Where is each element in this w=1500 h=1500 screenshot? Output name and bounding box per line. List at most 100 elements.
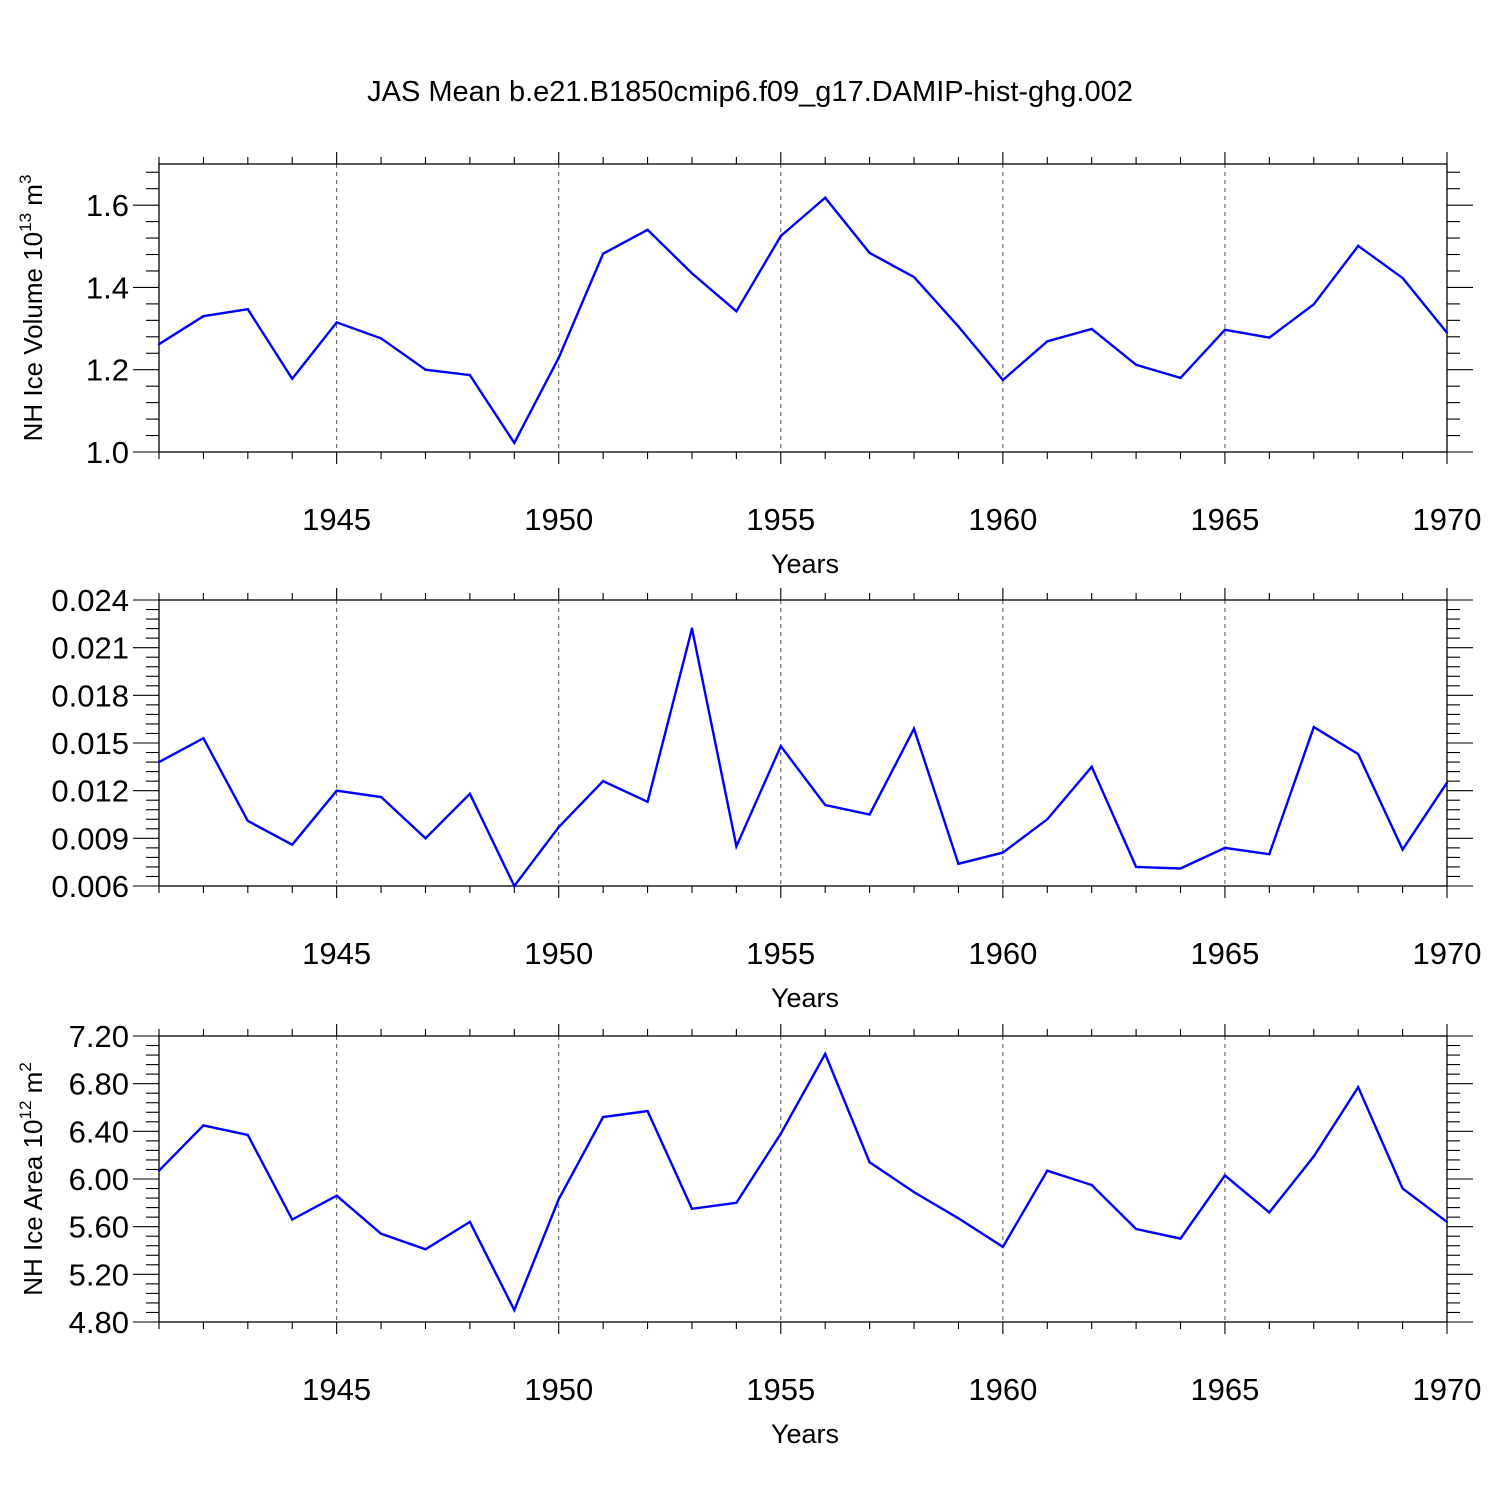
data-point xyxy=(646,228,649,232)
x-tick-label: 1955 xyxy=(746,936,815,971)
data-point xyxy=(157,760,161,764)
y-tick-label: 0.009 xyxy=(51,821,129,856)
data-point xyxy=(1179,1237,1182,1240)
data-point xyxy=(824,803,827,807)
data-point xyxy=(912,1190,916,1194)
panel-2: 0.006 0.009 0.012 0.015 0.018 0.021 0.024 1945 1… xyxy=(51,583,1481,1013)
x-tick-label: 1960 xyxy=(968,1372,1037,1407)
panel-3: 4.80 5.20 5.60 6.00 6.40 6.80 7.20 1945 1950 1955… xyxy=(16,1019,1481,1449)
y-tick-label: 1.2 xyxy=(86,353,129,388)
data-point xyxy=(513,441,516,445)
panels: 1.0 1.2 1.4 1.6 1945 1950 1955 1960 1965 1970 Year… xyxy=(16,152,1481,1449)
data-point xyxy=(1090,765,1093,769)
data-point xyxy=(424,837,427,840)
data-point xyxy=(1268,853,1271,856)
x-axis-label: Years xyxy=(771,983,839,1013)
y-tick-label: 0.018 xyxy=(51,678,129,713)
data-point xyxy=(1356,244,1360,248)
y-axis-label: NH Ice Volume 1013 m3 xyxy=(16,175,48,442)
data-point xyxy=(1046,1169,1049,1172)
data-point xyxy=(1046,340,1049,343)
y-tick-label: 1.4 xyxy=(86,270,129,305)
data-point xyxy=(291,843,294,846)
data-point xyxy=(246,1133,250,1137)
y-tick-label: 0.012 xyxy=(51,774,129,809)
x-tick-label: 1955 xyxy=(746,502,815,537)
y-tick-label: 6.80 xyxy=(69,1067,129,1102)
data-point xyxy=(1445,331,1449,334)
data-point xyxy=(1445,1220,1449,1224)
data-point xyxy=(1001,378,1005,382)
data-point xyxy=(246,308,250,311)
plot-frame xyxy=(158,1035,1448,1323)
data-point xyxy=(779,1132,782,1135)
data-point xyxy=(735,310,738,313)
plot-frame xyxy=(158,599,1448,887)
y-tick-label: 1.0 xyxy=(86,435,129,470)
data-point xyxy=(1312,725,1315,729)
x-axis-label: Years xyxy=(771,549,839,579)
plot-frame xyxy=(158,163,1448,453)
data-point xyxy=(690,1207,694,1210)
data-point xyxy=(557,1198,560,1201)
data-point xyxy=(1134,865,1138,869)
x-tick-label: 1960 xyxy=(968,502,1037,537)
y-tick-label: 5.20 xyxy=(69,1257,129,1292)
data-point xyxy=(202,315,205,318)
data-point xyxy=(1223,846,1227,850)
x-tick-label: 1955 xyxy=(746,1372,815,1407)
data-point xyxy=(379,1232,383,1236)
x-tick-label: 1950 xyxy=(524,1372,593,1407)
data-point xyxy=(912,727,916,730)
x-tick-label: 1970 xyxy=(1413,1372,1482,1407)
data-point xyxy=(424,1248,427,1251)
data-point xyxy=(957,862,960,865)
chart-title: JAS Mean b.e21.B1850cmip6.f09_g17.DAMIP-… xyxy=(367,76,1133,108)
x-axis-label: Years xyxy=(771,1419,839,1449)
data-point xyxy=(1223,328,1227,332)
data-point xyxy=(157,1169,161,1172)
data-point xyxy=(202,737,205,740)
data-point xyxy=(779,744,782,748)
data-point xyxy=(601,252,605,255)
x-tick-label: 1950 xyxy=(524,936,593,971)
x-tick-label: 1965 xyxy=(1190,936,1259,971)
y-tick-label: 6.40 xyxy=(69,1114,129,1149)
data-point xyxy=(779,234,782,238)
data-point xyxy=(557,356,560,359)
data-point xyxy=(1001,1245,1005,1249)
y-tick-label: 6.00 xyxy=(69,1162,129,1197)
data-point xyxy=(291,1218,294,1221)
y-tick-label: 1.6 xyxy=(86,188,129,223)
data-point xyxy=(513,884,516,888)
data-point xyxy=(157,343,161,346)
x-tick-label: 1970 xyxy=(1413,502,1482,537)
data-point xyxy=(912,275,916,279)
y-axis-label: NH Ice Area 1012 m2 xyxy=(16,1062,48,1296)
data-point xyxy=(824,1052,827,1056)
series-line xyxy=(158,628,1448,889)
x-tick-label: 1970 xyxy=(1413,936,1482,971)
data-point xyxy=(1134,1227,1138,1231)
data-point xyxy=(1090,1183,1093,1187)
data-point xyxy=(601,779,605,783)
data-point xyxy=(513,1308,516,1312)
data-point xyxy=(868,813,871,816)
data-point xyxy=(246,819,250,823)
data-point xyxy=(735,845,738,848)
x-tick-label: 1960 xyxy=(968,936,1037,971)
data-point xyxy=(1445,781,1449,784)
data-point xyxy=(1046,818,1049,821)
x-tick-label: 1965 xyxy=(1190,502,1259,537)
x-tick-label: 1945 xyxy=(302,1372,371,1407)
data-point xyxy=(1223,1174,1227,1177)
data-point xyxy=(291,377,294,380)
data-point xyxy=(690,627,694,630)
data-point xyxy=(424,368,427,371)
data-point xyxy=(690,272,694,275)
data-point xyxy=(646,800,649,803)
data-point xyxy=(1401,848,1404,851)
series-line xyxy=(158,195,1448,446)
y-tick-label: 0.015 xyxy=(51,726,129,761)
